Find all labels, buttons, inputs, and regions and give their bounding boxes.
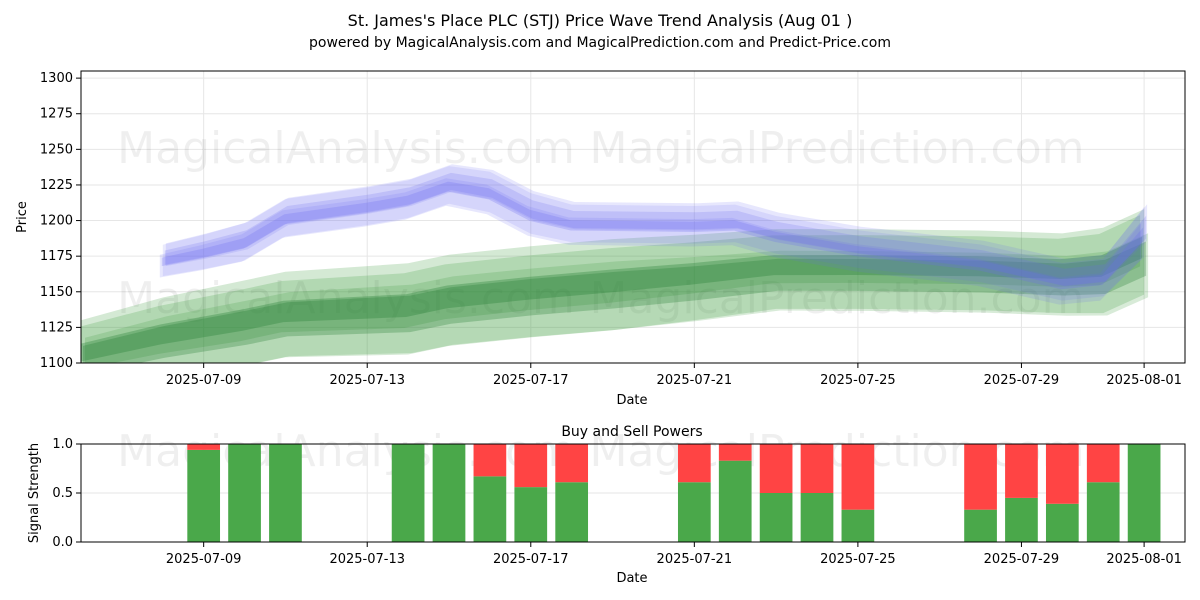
buy-bar: [514, 487, 548, 542]
watermark-analysis-top: MagicalAnalysis.com: [117, 123, 575, 174]
buy-bar: [1045, 503, 1079, 542]
watermark-analysis-mid: MagicalAnalysis.com: [117, 273, 575, 324]
price-xtick-label: 2025-07-21: [657, 373, 733, 388]
signal-xtick-label: 2025-07-21: [657, 552, 733, 567]
signal-xtick-label: 2025-07-17: [493, 552, 569, 567]
signal-y-label: Signal Strength: [27, 443, 42, 543]
buy-bar: [187, 449, 221, 542]
buy-bar: [759, 493, 793, 542]
price-ytick-label: 1200: [40, 214, 73, 229]
green-wave-band: [83, 241, 1147, 363]
price-grid: [81, 71, 1185, 364]
price-x-ticks: 2025-07-09 2025-07-13 2025-07-17 2025-07-21…: [166, 363, 1182, 388]
chart-title: St. James's Place PLC (STJ) Price Wave T…: [348, 11, 853, 30]
price-xtick-label: 2025-07-09: [166, 373, 242, 388]
green-wave-band: [81, 236, 1143, 362]
green-wave-band: [85, 233, 1149, 363]
buy-bar: [228, 444, 261, 542]
watermark-prediction-top: MagicalPrediction.com: [590, 123, 1085, 174]
blue-wave-band: [161, 181, 1144, 290]
signal-ytick-label: 0.5: [52, 486, 73, 501]
price-xtick-label: 2025-08-01: [1106, 373, 1182, 388]
price-ytick-label: 1300: [40, 71, 73, 86]
buy-bar: [964, 509, 997, 542]
buy-bar: [841, 509, 875, 542]
signal-panel: Buy and Sell Powers MagicalAnalysis.com …: [27, 424, 1186, 586]
price-ytick-label: 1100: [40, 356, 73, 371]
blue-wave-band: [162, 166, 1145, 301]
signal-bars: [187, 444, 1161, 542]
buy-bar: [1127, 444, 1161, 542]
wave-bands: [81, 164, 1149, 363]
buy-bar: [473, 476, 507, 542]
sell-bar: [514, 444, 548, 488]
price-xtick-label: 2025-07-25: [820, 373, 896, 388]
price-ytick-label: 1175: [40, 249, 73, 264]
buy-bar: [391, 444, 425, 542]
blue-wave-band: [165, 164, 1148, 287]
signal-xtick-label: 2025-08-01: [1106, 552, 1182, 567]
sell-bar: [718, 444, 752, 461]
green-wave-band: [81, 215, 1141, 363]
blue-wave-band: [164, 172, 1147, 286]
green-wave-band: [81, 209, 1145, 363]
price-xtick-label: 2025-07-13: [329, 373, 405, 388]
sell-bar: [1086, 444, 1120, 483]
price-xtick-label: 2025-07-17: [493, 373, 569, 388]
price-ytick-label: 1225: [40, 178, 73, 193]
buy-bar: [269, 444, 302, 542]
watermark-prediction-bottom: MagicalPrediction.com: [590, 426, 1085, 477]
sell-bar: [555, 444, 589, 483]
buy-bar: [432, 444, 466, 542]
signal-xtick-label: 2025-07-25: [820, 552, 896, 567]
buy-bar: [677, 482, 711, 542]
sell-bar: [964, 444, 997, 510]
price-plot-background: [81, 71, 1185, 363]
buy-bar: [1086, 482, 1120, 542]
price-ytick-label: 1275: [40, 107, 73, 122]
sell-bar: [800, 444, 834, 493]
price-watermarks: MagicalAnalysis.com MagicalPrediction.co…: [117, 123, 1084, 324]
buy-bar: [555, 482, 589, 542]
price-y-ticks: 1100 1125 1150 1175 1200 1225 1250 1275 1300: [40, 71, 81, 371]
sell-bar: [759, 444, 793, 493]
buy-bar: [800, 493, 834, 542]
sell-bar: [1005, 444, 1038, 498]
sell-bar: [473, 444, 507, 477]
price-ytick-label: 1125: [40, 320, 73, 335]
signal-x-ticks: 2025-07-09 2025-07-13 2025-07-17 2025-07-21…: [166, 542, 1182, 567]
signal-ytick-label: 0.0: [52, 535, 73, 550]
signal-xtick-label: 2025-07-29: [984, 552, 1060, 567]
signal-xtick-label: 2025-07-09: [166, 552, 242, 567]
watermark-prediction-mid: MagicalPrediction.com: [590, 273, 1085, 324]
price-x-label: Date: [616, 393, 647, 408]
signal-title: Buy and Sell Powers: [561, 424, 702, 440]
signal-watermarks: MagicalAnalysis.com MagicalPrediction.co…: [117, 426, 1084, 477]
buy-bar: [718, 460, 752, 542]
price-y-label: Price: [15, 201, 30, 233]
sell-bar: [841, 444, 875, 510]
price-plot-frame: [80, 70, 1186, 364]
price-ytick-label: 1250: [40, 142, 73, 157]
sell-bar: [677, 444, 711, 483]
signal-xtick-label: 2025-07-13: [329, 552, 405, 567]
signal-x-label: Date: [616, 571, 647, 586]
signal-ytick-label: 1.0: [52, 437, 73, 452]
blue-wave-band: [159, 178, 1142, 305]
sell-bar: [1045, 444, 1079, 504]
buy-bar: [1005, 497, 1038, 542]
chart-subtitle: powered by MagicalAnalysis.com and Magic…: [309, 35, 891, 51]
signal-y-ticks: 0.0 0.5 1.0: [52, 437, 81, 550]
price-ytick-label: 1150: [40, 285, 73, 300]
sell-bar: [187, 444, 221, 450]
price-xtick-label: 2025-07-29: [984, 373, 1060, 388]
price-panel: MagicalAnalysis.com MagicalPrediction.co…: [15, 70, 1186, 408]
